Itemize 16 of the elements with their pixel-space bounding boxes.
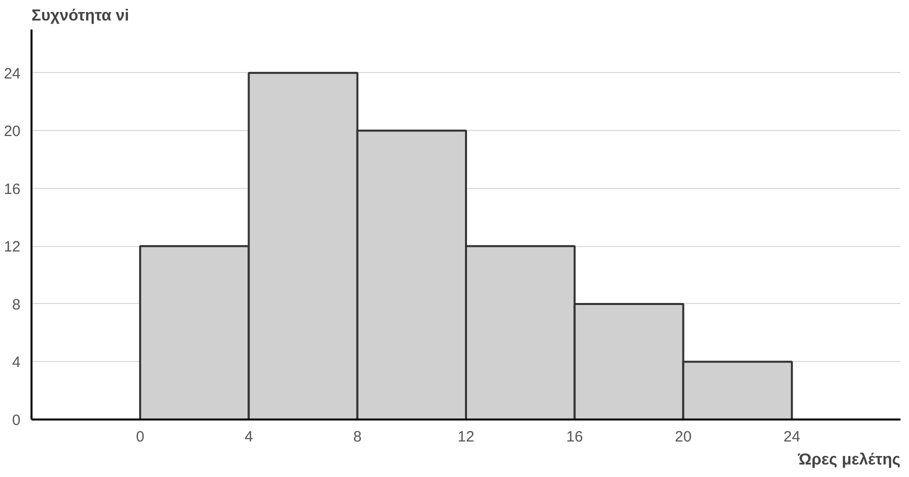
y-tick-label: 24 — [4, 65, 21, 82]
x-tick-label: 8 — [353, 428, 362, 446]
y-tick-label: 16 — [4, 180, 21, 198]
y-tick-label: 0 — [12, 412, 20, 429]
x-axis-title: Ώρες μελέτης — [797, 452, 901, 468]
x-tick-label: 20 — [674, 428, 692, 446]
y-tick-label: 12 — [4, 238, 21, 256]
x-tick-label: 24 — [784, 428, 800, 446]
y-axis-title: Συχνότητα νi — [32, 8, 130, 24]
x-tick-label: 12 — [458, 428, 474, 446]
x-tick-label: 0 — [136, 428, 144, 446]
x-tick-label: 16 — [566, 428, 583, 446]
y-tick-label: 4 — [12, 354, 20, 372]
x-tick-label: 4 — [244, 428, 253, 446]
y-tick-label: 20 — [4, 123, 21, 140]
y-tick-label: 8 — [12, 296, 20, 314]
